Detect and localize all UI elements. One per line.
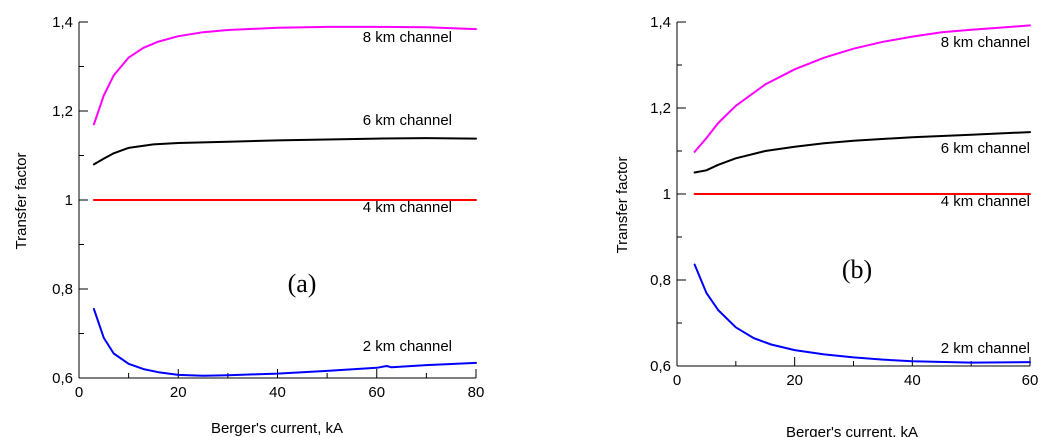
- series-label-4-km-channel: 4 km channel: [941, 193, 1030, 210]
- series-line-2-km-channel: [693, 263, 1031, 364]
- x-tick-label: 20: [786, 372, 803, 389]
- y-tick-label: 0,8: [650, 272, 671, 289]
- x-tick-label: 80: [468, 384, 485, 401]
- series-line-8-km-channel: [693, 24, 1031, 153]
- y-tick-label: 1,2: [650, 100, 671, 117]
- x-tick-label: 40: [269, 384, 286, 401]
- series-line-8-km-channel: [92, 25, 477, 126]
- x-tick-label: 40: [904, 372, 921, 389]
- x-tick-label: 60: [1022, 372, 1039, 389]
- y-tick-label: 0,6: [650, 358, 671, 375]
- chart-panel-a: (a) Berger's current, kA Transfer factor…: [13, 14, 484, 437]
- series-line-6-km-channel: [92, 137, 477, 166]
- y-axis-title: Transfer factor: [614, 157, 631, 254]
- x-axis-title: Berger's current, kA: [786, 424, 918, 437]
- series-label-2-km-channel: 2 km channel: [363, 338, 452, 355]
- y-tick-label: 1,4: [650, 14, 671, 31]
- series-label-2-km-channel: 2 km channel: [941, 340, 1030, 357]
- y-tick-label: 0,8: [52, 281, 73, 298]
- x-tick-label: 0: [673, 372, 681, 389]
- x-axis-title: Berger's current, kA: [211, 420, 343, 437]
- series-label-4-km-channel: 4 km channel: [363, 199, 452, 216]
- y-tick-label: 1,2: [52, 103, 73, 120]
- series-label-8-km-channel: 8 km channel: [363, 29, 452, 46]
- series-label-6-km-channel: 6 km channel: [941, 140, 1030, 157]
- y-axis-title: Transfer factor: [13, 153, 30, 250]
- panel-label: (b): [842, 255, 872, 284]
- x-tick-label: 20: [170, 384, 187, 401]
- x-tick-label: 60: [368, 384, 385, 401]
- chart-panel-b: (b) Berger's current, kA Transfer factor…: [614, 14, 1038, 437]
- y-tick-label: 1,4: [52, 14, 73, 31]
- x-tick-label: 0: [75, 384, 83, 401]
- series-label-8-km-channel: 8 km channel: [941, 34, 1030, 51]
- series-line-6-km-channel: [693, 131, 1031, 174]
- series-line-2-km-channel: [92, 308, 477, 377]
- y-tick-label: 1: [663, 186, 671, 203]
- y-tick-label: 0,6: [52, 370, 73, 387]
- series-label-6-km-channel: 6 km channel: [363, 112, 452, 129]
- panel-label: (a): [288, 269, 317, 298]
- y-tick-label: 1: [65, 192, 73, 209]
